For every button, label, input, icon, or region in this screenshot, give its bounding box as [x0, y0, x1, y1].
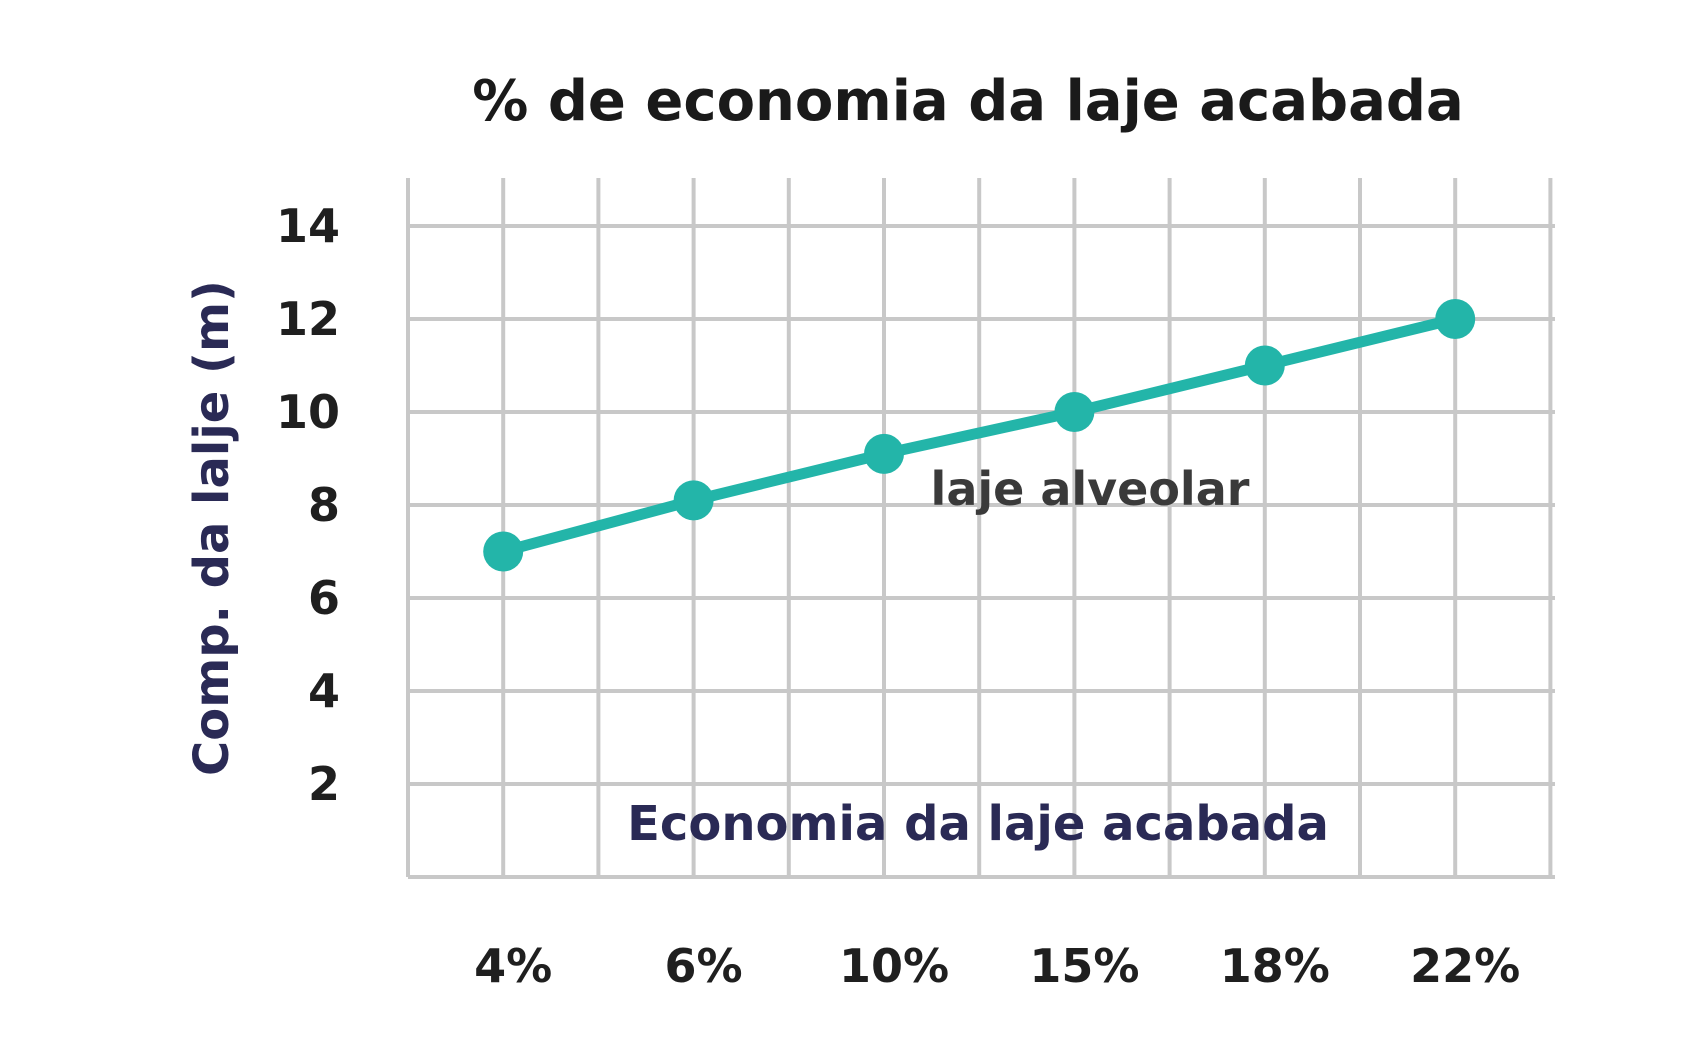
y-tick-label: 4 [308, 664, 340, 718]
data-point [1244, 345, 1285, 386]
y-tick-label: 12 [276, 292, 340, 346]
data-point [673, 480, 714, 521]
x-tick-label: 10% [839, 939, 949, 993]
x-axis-ticks: 4% 6% 10% 15% 18% 22% [474, 939, 1520, 993]
x-tick-label: 18% [1220, 939, 1330, 993]
series-group [483, 299, 1476, 572]
data-point [864, 433, 904, 474]
annotation-laje-alveolar: laje alveolar [931, 462, 1250, 516]
data-point [483, 531, 524, 572]
chart-title: % de economia da laje acabada [472, 69, 1464, 134]
y-tick-label: 2 [308, 757, 340, 811]
x-tick-label: 22% [1410, 939, 1520, 993]
series-line [501, 313, 1457, 557]
x-axis-label: Economia da laje acabada [627, 796, 1329, 852]
y-tick-label: 6 [308, 571, 340, 625]
y-tick-label: 8 [308, 478, 340, 532]
data-point [1054, 392, 1095, 432]
x-tick-label: 15% [1029, 939, 1139, 993]
y-tick-label: 10 [276, 385, 340, 439]
y-axis-label: Comp. da lalje (m) [184, 280, 240, 776]
data-point [1435, 299, 1476, 339]
grid [406, 178, 1555, 879]
y-tick-label: 14 [276, 199, 340, 253]
x-tick-label: 6% [665, 939, 743, 993]
y-axis-ticks: 2 4 6 8 10 12 14 [276, 199, 340, 811]
x-tick-label: 4% [474, 939, 552, 993]
